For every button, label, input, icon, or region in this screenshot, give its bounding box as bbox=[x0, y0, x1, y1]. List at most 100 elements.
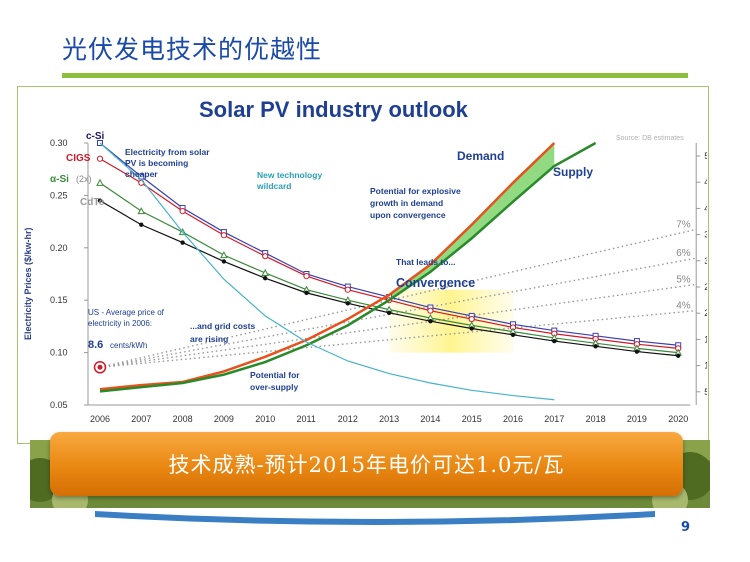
x-tick-label: 2015 bbox=[462, 414, 482, 424]
gap-fill bbox=[389, 143, 555, 301]
data-point bbox=[180, 240, 185, 245]
axes: 0.05 0.10 0.15 0.20 0.25 0.30 5 10 15 20 25 30 35 40 4… bbox=[50, 138, 707, 424]
x-tick-label: 2012 bbox=[338, 414, 358, 424]
y2-tick-label: 5 bbox=[704, 387, 707, 397]
data-point bbox=[344, 286, 351, 293]
banner-text: 技术成熟-预计2015年电价可达1.0元/瓦 bbox=[168, 453, 565, 477]
legend-label: CIGS bbox=[66, 153, 91, 164]
growth-line bbox=[99, 283, 697, 368]
annotation-explosive: Potential for explosive bbox=[370, 186, 461, 196]
page-number: 9 bbox=[681, 520, 691, 535]
data-point bbox=[593, 344, 598, 349]
y-tick-label: 0.30 bbox=[50, 138, 68, 148]
source-note: Source: DB estimates bbox=[616, 135, 684, 142]
annotation-wildcard: wildcard bbox=[256, 181, 291, 191]
us-price-marker bbox=[93, 361, 107, 374]
growth-label: 6% bbox=[676, 248, 691, 259]
y-tick-label: 0.05 bbox=[50, 400, 68, 410]
growth-label: 5% bbox=[676, 274, 691, 285]
annotation-us-value: 8.6 bbox=[88, 339, 103, 351]
annotation-oversupply: over-supply bbox=[250, 382, 298, 392]
x-tick-label: 2006 bbox=[90, 414, 110, 424]
data-point bbox=[469, 326, 474, 331]
slide-title: 光伏发电技术的优越性 bbox=[62, 35, 323, 64]
annotation-supply: Supply bbox=[553, 165, 593, 179]
annotation-cheaper: Electricity from solar bbox=[125, 147, 210, 157]
annotation-leads: That leads to... bbox=[396, 257, 456, 267]
annotation-explosive: growth in demand bbox=[370, 198, 443, 208]
annotation-wildcard: New technology bbox=[257, 170, 322, 180]
data-point bbox=[220, 251, 228, 259]
y-axis-label: Electricity Prices ($/kw-hr) bbox=[23, 227, 33, 340]
chart-title: Solar PV industry outlook bbox=[199, 97, 469, 122]
x-tick-label: 2013 bbox=[379, 414, 399, 424]
us-price-dot bbox=[97, 364, 103, 370]
data-point bbox=[427, 307, 434, 314]
data-point bbox=[96, 155, 104, 162]
y-tick-label: 0.25 bbox=[50, 190, 68, 200]
annotation-demand: Demand bbox=[457, 149, 504, 163]
legend-label: CdTe bbox=[80, 197, 105, 208]
y2-tick-label: 20 bbox=[704, 308, 707, 318]
x-tick-label: 2010 bbox=[255, 414, 275, 424]
series-line bbox=[99, 142, 555, 401]
data-point bbox=[428, 318, 433, 324]
y2-tick-label: 30 bbox=[704, 256, 707, 266]
x-tick-label: 2018 bbox=[586, 414, 606, 424]
y-tick-label: 0.15 bbox=[50, 295, 68, 305]
data-point bbox=[386, 310, 392, 315]
data-point bbox=[510, 332, 516, 337]
data-point bbox=[468, 315, 475, 323]
x-tick-label: 2007 bbox=[131, 414, 151, 424]
annotation-convergence: Convergence bbox=[396, 276, 475, 290]
growth-line bbox=[99, 309, 697, 368]
y-tick-label: 0.10 bbox=[50, 348, 68, 358]
annotation-us-price: electricity in 2006: bbox=[88, 319, 152, 328]
x-tick-label: 2009 bbox=[214, 414, 234, 424]
data-point bbox=[221, 259, 227, 264]
series bbox=[96, 140, 683, 401]
growth-label: 4% bbox=[676, 301, 691, 312]
data-point bbox=[676, 353, 681, 358]
annotation-cheaper: PV is becoming bbox=[125, 158, 188, 168]
data-point bbox=[137, 207, 146, 215]
data-point bbox=[262, 253, 269, 260]
series-line bbox=[99, 141, 597, 393]
y2-tick-label: 50 bbox=[704, 151, 707, 161]
wave-decoration bbox=[95, 511, 655, 525]
annotation-us-unit: cents/kWh bbox=[110, 341, 147, 350]
annotation-grid-costs: ...and grid costs bbox=[190, 321, 255, 331]
legend-label: c-Si bbox=[86, 131, 105, 142]
y2-tick-label: 25 bbox=[704, 282, 707, 292]
data-point bbox=[634, 349, 640, 354]
conclusion-banner: 技术成熟-预计2015年电价可达1.0元/瓦 bbox=[50, 432, 683, 496]
growth-line bbox=[99, 257, 697, 368]
x-tick-label: 2020 bbox=[668, 414, 688, 424]
legend-label: (2x) bbox=[76, 174, 92, 184]
y2-tick-label: 45 bbox=[704, 177, 707, 187]
x-tick-label: 2014 bbox=[420, 414, 440, 424]
data-point bbox=[139, 222, 144, 227]
data-point bbox=[96, 178, 104, 186]
y2-tick-label: 15 bbox=[704, 334, 707, 344]
chart-labels: 7% 6% 5% 4% c-Si CIGS α-Si (2x) CdTe Electricity … bbox=[50, 131, 691, 392]
data-point bbox=[552, 338, 557, 344]
data-point bbox=[261, 268, 270, 276]
x-tick-label: 2008 bbox=[173, 414, 193, 424]
y2-tick-label: 35 bbox=[704, 230, 707, 240]
y2-tick-label: 10 bbox=[704, 361, 707, 371]
x-tick-label: 2016 bbox=[503, 414, 523, 424]
chart-frame bbox=[17, 86, 709, 444]
data-point bbox=[179, 208, 186, 215]
growth-lines bbox=[99, 228, 697, 368]
annotation-cheaper: cheaper bbox=[125, 169, 158, 179]
growth-label: 7% bbox=[676, 219, 691, 230]
pv-outlook-chart: 0.05 0.10 0.15 0.20 0.25 0.30 5 10 15 20 25 30 35 40 4… bbox=[23, 97, 707, 424]
data-point bbox=[345, 301, 350, 306]
annotation-us-price: US - Average price of bbox=[88, 308, 165, 317]
data-point bbox=[220, 232, 227, 239]
growth-line bbox=[99, 228, 697, 368]
data-point bbox=[97, 198, 103, 203]
title-divider bbox=[62, 73, 688, 78]
legend-label: α-Si bbox=[50, 174, 69, 185]
